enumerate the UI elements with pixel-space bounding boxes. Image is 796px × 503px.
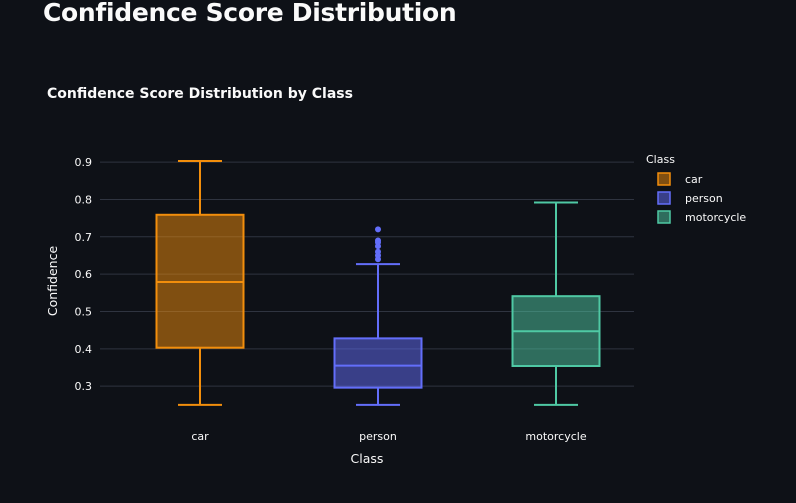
chart-title: Confidence Score Distribution by Class (47, 86, 353, 102)
legend[interactable]: Class car person motorcycle (646, 153, 746, 224)
outlier-point[interactable] (375, 226, 381, 233)
box-car[interactable] (155, 160, 245, 406)
y-tick-label: 0.3 (75, 380, 93, 393)
y-tick-labels: 0.3 0.4 0.5 0.6 0.7 0.8 0.9 (75, 156, 93, 393)
page-title: Confidence Score Distribution (43, 0, 457, 27)
x-tick-label: person (359, 430, 397, 443)
y-tick-label: 0.5 (75, 305, 93, 318)
x-tick-labels: car person motorcycle (191, 430, 586, 443)
x-tick-label: car (191, 430, 209, 443)
box-motorcycle[interactable] (511, 201, 601, 406)
y-tick-label: 0.8 (75, 193, 93, 206)
x-tick-label: motorcycle (525, 430, 586, 443)
legend-title: Class (646, 153, 675, 166)
y-axis-label: Confidence (45, 246, 60, 317)
outlier-point[interactable] (375, 237, 381, 244)
legend-label: person (685, 192, 723, 205)
x-axis-label: Class (351, 451, 384, 466)
y-tick-label: 0.9 (75, 156, 93, 169)
outlier-point[interactable] (375, 248, 381, 255)
legend-label: car (685, 173, 703, 186)
y-tick-label: 0.6 (75, 268, 93, 281)
y-tick-label: 0.7 (75, 231, 93, 244)
legend-swatch (657, 191, 671, 205)
y-tick-label: 0.4 (75, 343, 93, 356)
box-series[interactable] (155, 160, 601, 406)
legend-swatch (657, 210, 671, 224)
legend-swatch (657, 172, 671, 186)
box-person[interactable] (333, 226, 423, 406)
iqr-box[interactable] (333, 337, 423, 389)
legend-item-person[interactable]: person (657, 191, 723, 205)
legend-item-motorcycle[interactable]: motorcycle (657, 210, 746, 224)
legend-label: motorcycle (685, 211, 746, 224)
legend-item-car[interactable]: car (657, 172, 703, 186)
